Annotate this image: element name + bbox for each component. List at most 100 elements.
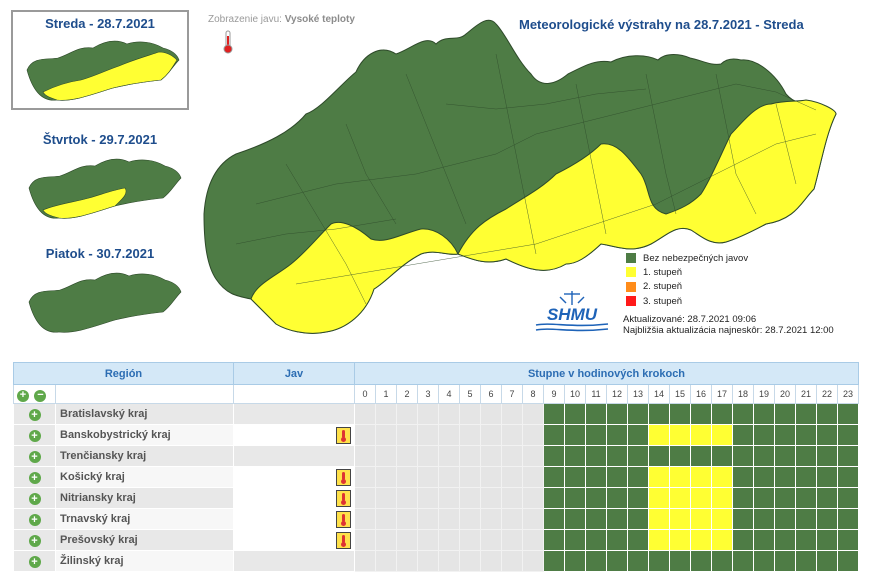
high-temperature-icon[interactable] (336, 489, 351, 507)
hour-level-cell (606, 466, 628, 488)
hour-level-cell (837, 508, 859, 530)
high-temperature-icon[interactable] (336, 510, 351, 528)
day-title[interactable]: Streda - 28.7.2021 (45, 16, 155, 31)
region-name[interactable]: Nitriansky kraj (55, 487, 234, 509)
hour-level-cell (732, 550, 754, 572)
hour-level-cell (606, 424, 628, 446)
legend-swatch (626, 296, 636, 307)
hour-level-cell (543, 403, 565, 425)
hour-level-cell (417, 466, 439, 488)
column-header-steps: Stupne v hodinových krokoch (354, 362, 859, 385)
hour-level-cell (459, 487, 481, 509)
hour-level-cell (480, 424, 502, 446)
legend-item: 3. stupeň (626, 294, 748, 308)
high-temperature-icon[interactable] (336, 531, 351, 549)
hour-header: 11 (585, 384, 607, 404)
region-name[interactable]: Košický kraj (55, 466, 234, 488)
hour-level-cell (606, 550, 628, 572)
table-row: + Bratislavský kraj (13, 403, 859, 425)
collapse-all-icon[interactable]: − (34, 390, 47, 402)
day-panel-thursday[interactable]: Štvrtok - 29.7.2021 (11, 128, 189, 228)
hour-header: 8 (522, 384, 544, 404)
expand-row-icon[interactable]: + (28, 430, 41, 442)
hour-level-cell (669, 529, 691, 551)
expand-row-icon[interactable]: + (28, 409, 41, 421)
region-name[interactable]: Trnavský kraj (55, 508, 234, 530)
expand-row-icon[interactable]: + (28, 514, 41, 526)
hour-level-cell (480, 508, 502, 530)
update-info: Aktualizované: 28.7.2021 09:06 Najbližši… (623, 314, 834, 336)
day-title[interactable]: Piatok - 30.7.2021 (45, 246, 155, 261)
hour-header: 4 (438, 384, 460, 404)
shmu-logo[interactable]: SHMU (532, 289, 612, 335)
hour-level-cell (690, 424, 712, 446)
hour-level-cell (795, 403, 817, 425)
day-panel-wednesday[interactable]: Streda - 28.7.2021 (11, 10, 189, 110)
expand-row-icon[interactable]: + (28, 493, 41, 505)
hour-level-cell (690, 403, 712, 425)
expand-row-icon[interactable]: + (28, 451, 41, 463)
hour-level-cell (774, 403, 796, 425)
hour-level-cell (816, 466, 838, 488)
hour-level-cell (795, 445, 817, 467)
hour-level-cell (417, 424, 439, 446)
hour-level-cell (564, 445, 586, 467)
hour-level-cell (837, 445, 859, 467)
hour-level-cell (711, 508, 733, 530)
next-update-time: Najbližšia aktualizácia najneskôr: 28.7.… (623, 325, 834, 336)
slovakia-warning-map[interactable] (196, 14, 846, 344)
hour-level-cell (585, 529, 607, 551)
hour-level-cell (585, 487, 607, 509)
hour-level-cell (711, 550, 733, 572)
day-panel-friday[interactable]: Piatok - 30.7.2021 (11, 242, 189, 342)
expand-row-icon[interactable]: + (28, 556, 41, 568)
hour-header: 1 (375, 384, 397, 404)
hour-level-cell (711, 424, 733, 446)
hour-level-cell (396, 445, 418, 467)
day-title[interactable]: Štvrtok - 29.7.2021 (42, 132, 158, 147)
hour-level-cell (627, 445, 649, 467)
hour-level-cell (795, 508, 817, 530)
hour-level-cell (585, 424, 607, 446)
hour-level-cell (837, 424, 859, 446)
high-temperature-icon[interactable] (336, 426, 351, 444)
mini-map-wednesday[interactable] (23, 36, 183, 106)
hour-level-cell (648, 508, 670, 530)
hour-level-cell (606, 445, 628, 467)
hour-level-cell (396, 529, 418, 551)
hour-level-cell (732, 466, 754, 488)
region-name[interactable]: Žilinský kraj (55, 550, 234, 572)
region-name[interactable]: Prešovský kraj (55, 529, 234, 551)
expand-all-icon[interactable]: + (17, 390, 29, 402)
hour-level-cell (354, 529, 376, 551)
high-temperature-icon[interactable] (336, 468, 351, 486)
hour-level-cell (438, 466, 460, 488)
region-name[interactable]: Banskobystrický kraj (55, 424, 234, 446)
hour-level-cell (396, 403, 418, 425)
region-name[interactable]: Trenčiansky kraj (55, 445, 234, 467)
hour-level-cell (522, 403, 544, 425)
hour-level-cell (501, 487, 523, 509)
expand-row-icon[interactable]: + (28, 472, 41, 484)
phenomenon-cell (233, 445, 355, 467)
phenomenon-cell (233, 529, 355, 551)
hour-level-cell (837, 403, 859, 425)
region-name[interactable]: Bratislavský kraj (55, 403, 234, 425)
hour-level-cell (816, 550, 838, 572)
hour-level-cell (837, 550, 859, 572)
expand-row-icon[interactable]: + (28, 535, 41, 547)
hour-level-cell (669, 445, 691, 467)
mini-map-thursday[interactable] (25, 154, 185, 224)
hour-header: 7 (501, 384, 523, 404)
hour-level-cell (375, 466, 397, 488)
hour-level-cell (522, 529, 544, 551)
table-row: + Nitriansky kraj (13, 487, 859, 509)
updated-time: Aktualizované: 28.7.2021 09:06 (623, 314, 757, 325)
hour-level-cell (753, 487, 775, 509)
hour-header: 6 (480, 384, 502, 404)
mini-map-friday[interactable] (25, 268, 185, 338)
hour-header: 13 (627, 384, 649, 404)
hour-level-cell (816, 487, 838, 509)
hour-header: 10 (564, 384, 586, 404)
hour-level-cell (606, 403, 628, 425)
